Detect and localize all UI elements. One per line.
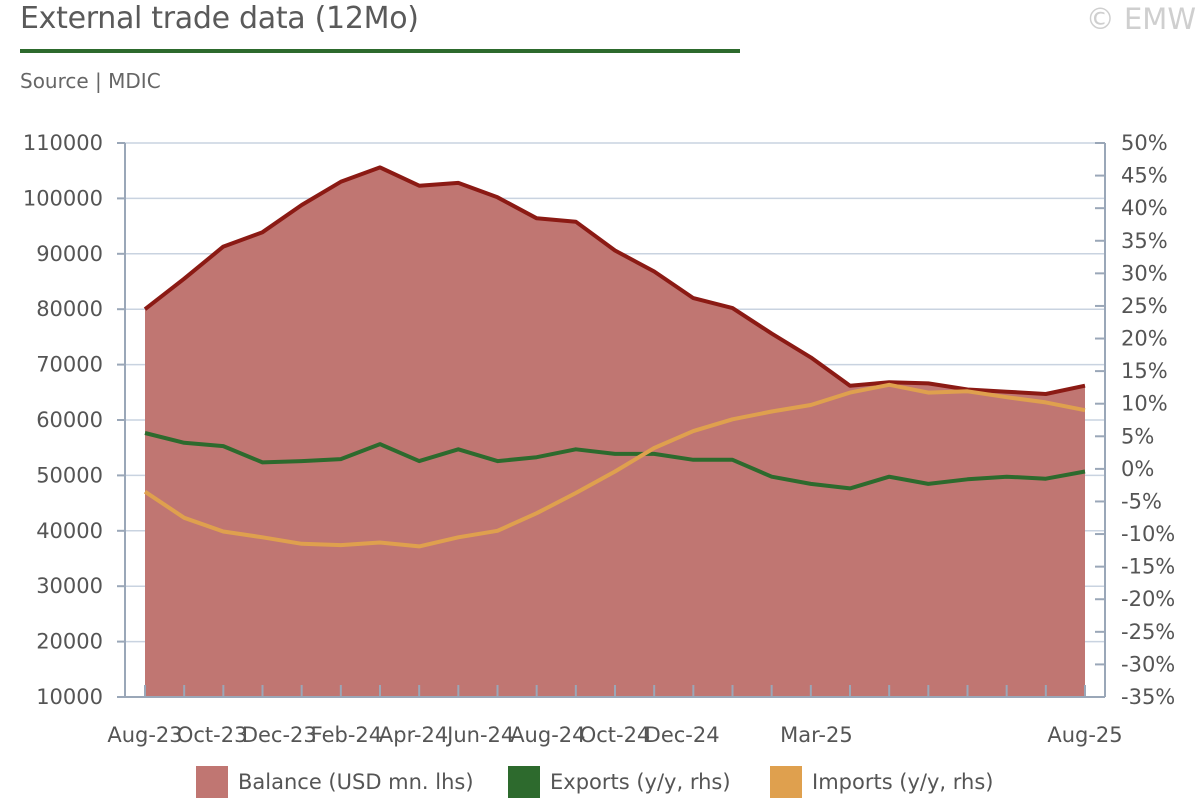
trade-chart: 10000 20000 30000 40000 50000 60000 70000 80000…	[23, 131, 1175, 747]
left-axis-tick-label: 10000	[36, 685, 103, 709]
legend-swatch-exports	[508, 766, 540, 798]
x-axis-tick-label: Mar-25	[780, 723, 853, 747]
legend-item-balance: Balance (USD mn. lhs)	[196, 766, 474, 798]
left-axis-tick-label: 50000	[36, 463, 103, 487]
right-axis-tick-label: 35%	[1121, 229, 1168, 253]
right-axis-tick-label: -15%	[1121, 555, 1175, 579]
left-axis-tick-label: 90000	[36, 242, 103, 266]
legend-swatch-balance	[196, 766, 228, 798]
right-axis-tick-label: 0%	[1121, 457, 1154, 481]
legend-item-imports: Imports (y/y, rhs)	[770, 766, 994, 798]
left-axis-tick-label: 60000	[36, 408, 103, 432]
right-axis-tick-label: 5%	[1121, 424, 1154, 448]
copyright-watermark: © EMW	[1085, 2, 1196, 36]
right-axis-tick-label: -10%	[1121, 522, 1175, 546]
x-axis-tick-label: Jun-24	[445, 723, 514, 747]
right-axis-tick-label: 40%	[1121, 196, 1168, 220]
right-axis-tick-label: -30%	[1121, 652, 1175, 676]
right-axis-tick-label: 50%	[1121, 131, 1168, 155]
x-axis-tick-label: Apr-24	[379, 723, 448, 747]
left-axis-tick-label: 40000	[36, 519, 103, 543]
left-axis-tick-label: 30000	[36, 574, 103, 598]
left-axis-tick-label: 20000	[36, 630, 103, 654]
right-axis-tick-label: -25%	[1121, 620, 1175, 644]
right-axis-tick-label: -35%	[1121, 685, 1175, 709]
legend-label-balance: Balance (USD mn. lhs)	[238, 770, 474, 794]
right-axis-tick-label: 45%	[1121, 164, 1168, 188]
imports-line	[143, 382, 1086, 549]
x-axis-tick-label: Feb-24	[311, 723, 382, 747]
left-axis-tick-label: 80000	[36, 297, 103, 321]
x-axis-tick-label: Aug-24	[510, 723, 585, 747]
right-axis-tick-label: 25%	[1121, 294, 1168, 318]
right-axis-tick-label: 20%	[1121, 327, 1168, 351]
legend-swatch-imports	[770, 766, 802, 798]
x-axis-tick-label: Dec-23	[242, 723, 317, 747]
exports-line	[144, 431, 1086, 491]
x-axis-tick-label: Aug-25	[1047, 723, 1122, 747]
chart-title: External trade data (12Mo)	[20, 1, 419, 36]
title-underline	[20, 49, 740, 53]
balance-area	[145, 167, 1085, 697]
right-axis-tick-label: -20%	[1121, 587, 1175, 611]
x-axis-tick-label: Oct-24	[580, 723, 651, 747]
x-axis-tick-label: Aug-23	[107, 723, 182, 747]
left-axis-tick-label: 70000	[36, 353, 103, 377]
left-axis-tick-label: 110000	[23, 131, 103, 155]
x-axis-tick-label: Oct-23	[177, 723, 248, 747]
chart-legend: Balance (USD mn. lhs) Exports (y/y, rhs)…	[0, 766, 1200, 798]
right-axis-tick-label: -5%	[1121, 489, 1162, 513]
left-axis-tick-label: 100000	[23, 186, 103, 210]
right-axis-tick-label: 30%	[1121, 261, 1168, 285]
chart-source: Source | MDIC	[20, 69, 161, 93]
x-axis-tick-label: Dec-24	[645, 723, 720, 747]
right-axis-tick-label: 15%	[1121, 359, 1168, 383]
legend-label-imports: Imports (y/y, rhs)	[812, 770, 994, 794]
right-axis-tick-label: 10%	[1121, 392, 1168, 416]
legend-item-exports: Exports (y/y, rhs)	[508, 766, 731, 798]
balance-line	[143, 165, 1086, 396]
legend-label-exports: Exports (y/y, rhs)	[550, 770, 731, 794]
